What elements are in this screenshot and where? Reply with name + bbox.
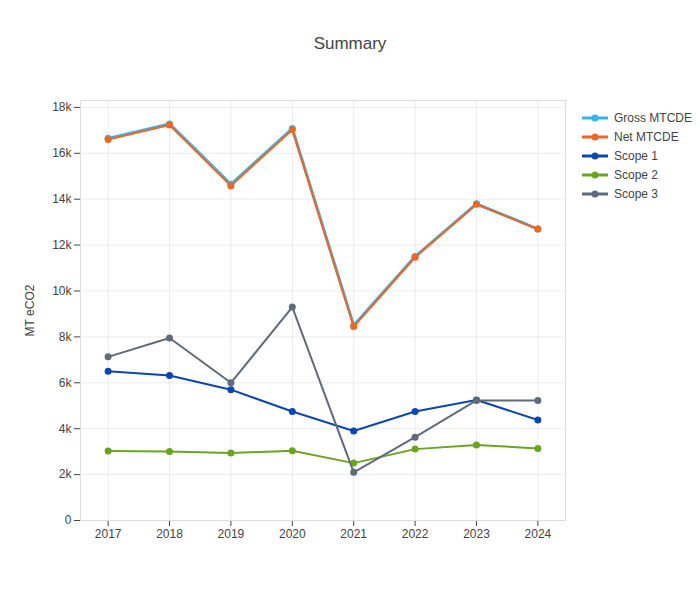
svg-text:2020: 2020 — [279, 527, 306, 541]
svg-text:2024: 2024 — [525, 527, 552, 541]
html-text:Net MTCDE: Net MTCDE — [614, 129, 679, 144]
html-text:Scope 2: Scope 2 — [614, 167, 658, 182]
html-text:Summary: Summary — [313, 34, 387, 53]
svg-text:2022: 2022 — [402, 527, 429, 541]
svg-text:2k: 2k — [59, 467, 73, 481]
svg-text:2019: 2019 — [218, 527, 245, 541]
svg-text:8k: 8k — [59, 330, 73, 344]
svg-text:2017: 2017 — [95, 527, 122, 541]
svg-text:10k: 10k — [52, 284, 72, 298]
svg-text:12k: 12k — [52, 238, 72, 252]
svg-text:6k: 6k — [59, 376, 73, 390]
svg-text:2018: 2018 — [156, 527, 183, 541]
svg-text:18k: 18k — [52, 100, 72, 114]
html-text:Scope 1: Scope 1 — [614, 148, 658, 163]
svg-text:0: 0 — [65, 513, 72, 527]
svg-text:4k: 4k — [59, 422, 73, 436]
svg-text:2021: 2021 — [340, 527, 367, 541]
svg-text:16k: 16k — [52, 146, 72, 160]
html-text:Scope 3: Scope 3 — [614, 186, 658, 201]
html-text:Gross MTCDE: Gross MTCDE — [614, 110, 692, 125]
svg-text:2023: 2023 — [463, 527, 490, 541]
svg-text:MT eCO2: MT eCO2 — [23, 284, 37, 336]
svg-text:14k: 14k — [52, 192, 72, 206]
